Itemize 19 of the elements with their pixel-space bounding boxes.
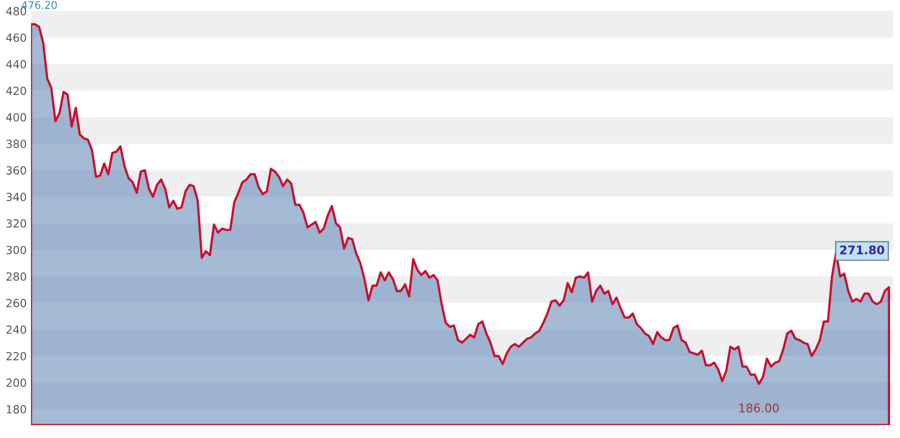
y-tick-label: 360	[6, 166, 26, 175]
y-tick-label: 400	[6, 113, 26, 122]
annotation: 271.80	[840, 245, 884, 254]
y-tick-label: 260	[6, 298, 26, 308]
y-tick-label: 200	[6, 378, 26, 387]
y-tick-label: 180	[6, 405, 26, 414]
y-tick-label: 320	[6, 219, 26, 228]
y-tick-label: 340	[6, 192, 26, 202]
annotation: 186.00	[739, 404, 779, 412]
text: 476.20	[22, 1, 57, 9]
y-tick-label: 380	[6, 140, 26, 148]
y-tick-label: 460	[6, 34, 26, 42]
y-tick-label: 420	[6, 86, 26, 95]
y-tick-label: 300	[6, 246, 26, 254]
y-tick-label: 240	[6, 325, 26, 334]
y-tick-label: 440	[6, 60, 26, 68]
y-tick-label: 480	[6, 6, 26, 16]
y-tick-label: 280	[6, 272, 26, 281]
y-tick-label: 220	[6, 352, 26, 360]
